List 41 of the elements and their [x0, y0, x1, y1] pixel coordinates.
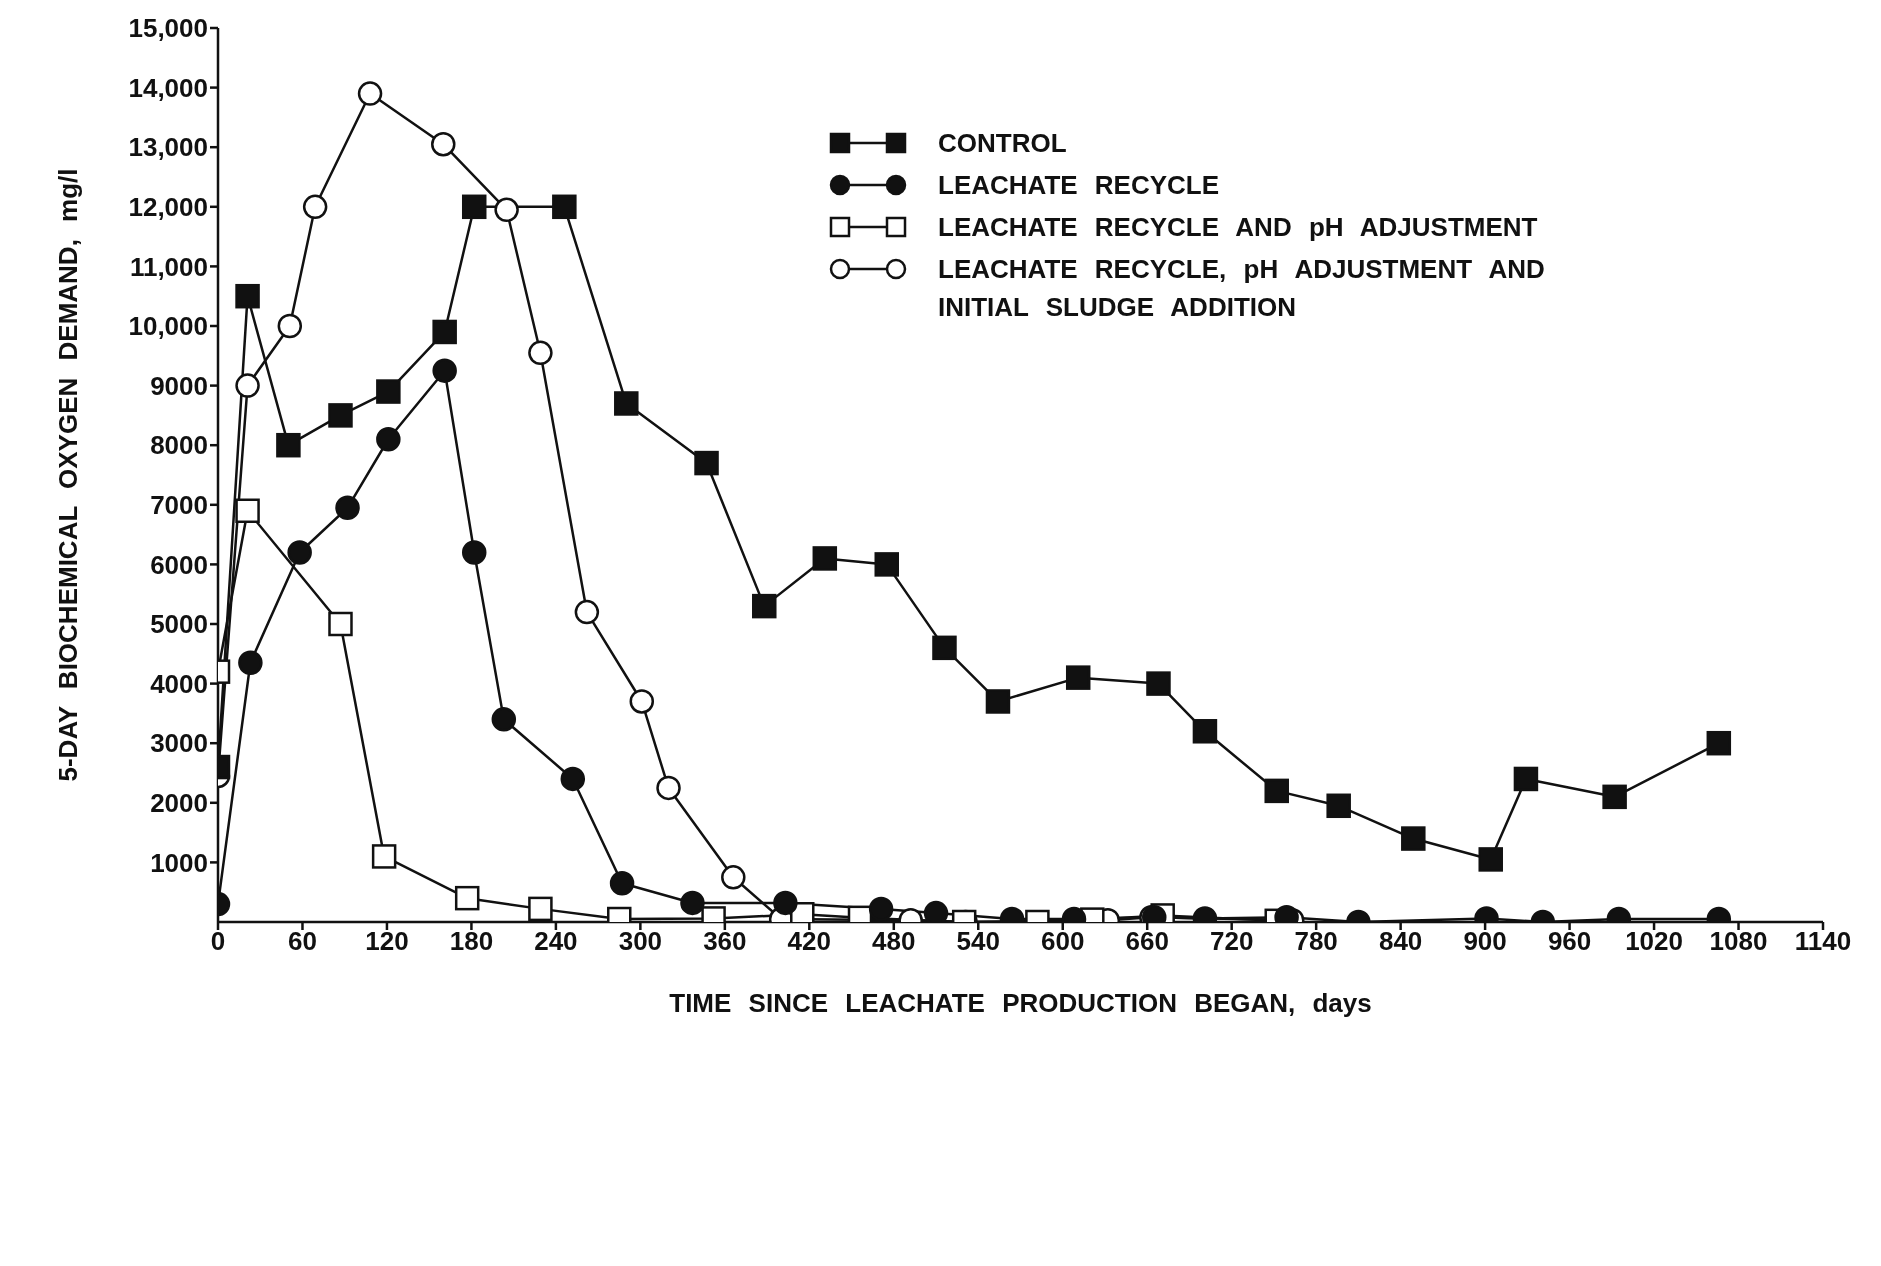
y-tick-label: 11,000: [129, 251, 208, 282]
x-tick-label: 120: [365, 926, 409, 957]
y-tick-label: 1000: [150, 847, 208, 878]
legend-label: LEACHATE RECYCLE AND pH ADJUSTMENT: [938, 211, 1538, 244]
x-tick-label: 1140: [1794, 926, 1852, 957]
x-tick-label: 780: [1294, 926, 1338, 957]
x-tick-label: 900: [1463, 926, 1507, 957]
x-tick-label: 360: [703, 926, 747, 957]
y-tick-label: 10,000: [128, 311, 208, 342]
x-tick-label: 240: [534, 926, 578, 957]
x-tick-label: 300: [618, 926, 663, 957]
y-tick-label: 13,000: [128, 132, 208, 163]
y-tick-label: 6000: [150, 549, 208, 580]
y-tick-label: 2000: [150, 788, 208, 819]
x-tick-label: 0: [210, 926, 226, 957]
x-tick-label: 60: [288, 926, 317, 957]
legend-label: LEACHATE RECYCLE: [938, 169, 1220, 202]
x-tick-label: 600: [1041, 926, 1085, 957]
y-tick-label: 7000: [150, 490, 208, 521]
x-tick-label: 480: [872, 926, 916, 957]
x-tick-label: 180: [449, 926, 494, 957]
x-tick-label: 420: [787, 926, 832, 957]
x-tick-label: 540: [956, 926, 1000, 957]
x-tick-label: 960: [1547, 926, 1592, 957]
x-tick-label: 660: [1125, 926, 1169, 957]
y-tick-label: 4000: [150, 668, 208, 699]
y-tick-label: 12,000: [128, 192, 208, 223]
x-tick-label: 840: [1378, 926, 1423, 957]
x-tick-label: 1080: [1709, 926, 1768, 957]
y-tick-label: 8000: [150, 430, 208, 461]
x-tick-label: 1020: [1625, 926, 1683, 957]
x-axis-title: TIME SINCE LEACHATE PRODUCTION BEGAN, days: [669, 988, 1372, 1018]
x-tick-label: 720: [1209, 926, 1254, 957]
y-tick-label: 9000: [150, 370, 208, 401]
y-axis-title: 5-DAY BIOCHEMICAL OXYGEN DEMAND, mg/l: [53, 168, 84, 782]
y-tick-label: 14,000: [128, 72, 208, 103]
legend-label: LEACHATE RECYCLE, pH ADJUSTMENT AND INITIAL SLUDGE ADDITION: [938, 253, 1546, 324]
y-tick-label: 5000: [150, 609, 208, 640]
y-tick-label: 3000: [150, 728, 208, 759]
legend-label: CONTROL: [938, 127, 1067, 160]
y-tick-label: 15,000: [128, 13, 208, 44]
